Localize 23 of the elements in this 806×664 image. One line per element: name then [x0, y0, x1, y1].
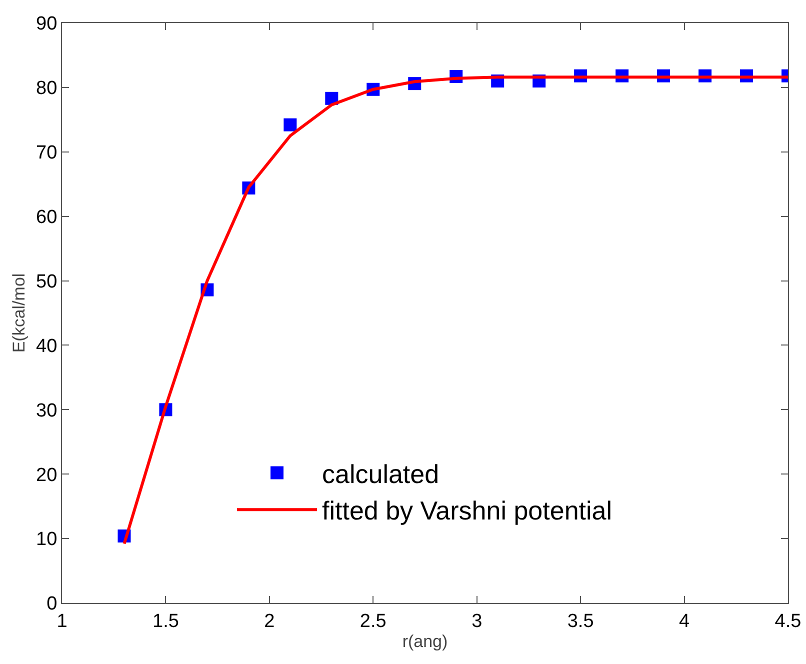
- y-tick-label: 80: [36, 78, 58, 100]
- y-tick-label: 40: [36, 336, 58, 357]
- point: [284, 118, 297, 132]
- x-tick-label: 3.5: [567, 610, 594, 632]
- x-axis-title: r(ang): [402, 632, 448, 652]
- legend-label: calculated: [322, 458, 440, 489]
- y-tick-label: 30: [36, 400, 58, 422]
- y-tick-label: 50: [36, 271, 58, 292]
- y-tick-label: 70: [36, 142, 58, 164]
- y-tick-label: 0: [46, 594, 58, 615]
- x-tick-label: 1.5: [152, 610, 179, 632]
- y-tick-label: 90: [36, 14, 58, 35]
- y-tick-label: 10: [36, 529, 58, 550]
- y-tick-label: 60: [36, 206, 58, 228]
- x-tick-label: 4: [679, 610, 690, 632]
- y-tick-label: 20: [36, 464, 58, 486]
- legend-label: fitted by Varshni potential: [322, 496, 612, 526]
- x-tick-label: 2: [264, 610, 275, 632]
- x-tick-label: 4.5: [774, 610, 802, 632]
- x-tick-label: 2.5: [360, 610, 386, 632]
- x-tick-label: 1: [56, 610, 68, 632]
- x-tick-label: 3: [472, 610, 482, 632]
- y-axis-title: E(kcal/mol: [10, 273, 29, 353]
